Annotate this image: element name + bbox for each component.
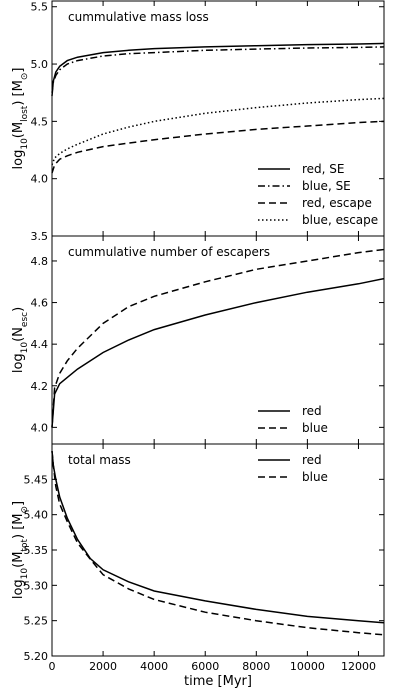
y-axis-label-part: ) [M	[11, 513, 26, 539]
y-axis-label-part: (M	[11, 122, 26, 138]
panel-annotation: cummulative mass loss	[68, 10, 209, 24]
x-tick-label: 8000	[242, 660, 270, 673]
legend-label: red	[302, 453, 322, 467]
y-tick-label: 5.30	[24, 579, 49, 592]
y-axis-label-part: (N	[11, 327, 26, 342]
panel-1: 3.5 4.0 4.5 5.0 5.5 cummulative mass loss log1…	[11, 0, 385, 243]
y-tick-label: 4.5	[31, 115, 49, 128]
x-tick-label: 12000	[341, 660, 376, 673]
y-axis-label-part: tot	[20, 539, 30, 552]
y-axis-label-part: lost	[20, 105, 30, 122]
x-axis-label: time [Myr]	[184, 674, 252, 689]
x-tick-label: 2000	[89, 660, 117, 673]
y-axis-label-part: )	[11, 307, 26, 312]
y-axis-label: log10(Nesc)	[11, 307, 30, 373]
y-axis-label-part: log	[11, 353, 26, 373]
legend-label: red	[302, 404, 322, 418]
legend-label: blue	[302, 421, 328, 435]
y-tick-label: 4.8	[31, 255, 49, 268]
y-axis-label-part: log	[11, 150, 26, 170]
y-axis-label-part: ⊙	[20, 506, 30, 514]
y-axis-label: log10(Mtot) [M⊙]	[11, 501, 30, 599]
x-tick-label: 4000	[140, 660, 168, 673]
y-axis-label-part: 10	[20, 568, 30, 580]
y-tick-label: 4.2	[31, 380, 49, 393]
y-tick-label: 5.0	[31, 58, 49, 71]
y-axis-label: log10(Mlost) [M⊙]	[11, 68, 30, 170]
y-axis-label-part: ⊙	[20, 73, 30, 81]
y-axis-label-part: ]	[11, 501, 26, 506]
series-line-2	[51, 46, 385, 93]
y-tick-label: 5.25	[24, 615, 49, 628]
y-tick-label: 4.6	[31, 297, 49, 310]
series-line-1	[51, 451, 385, 624]
legend-label: blue	[302, 470, 328, 484]
y-axis-label-part: 10	[20, 342, 30, 354]
legend-label: blue, escape	[302, 213, 378, 227]
x-tick-label: 6000	[191, 660, 219, 673]
x-tick-label: 0	[49, 660, 56, 673]
series-line-4	[51, 97, 385, 166]
y-axis-label-part: ) [M	[11, 80, 26, 106]
legend-label: red, SE	[302, 162, 345, 176]
plot-frame	[51, 235, 385, 445]
series-line-3	[51, 120, 385, 174]
y-tick-label: 4.4	[31, 338, 49, 351]
series-line-1	[51, 42, 385, 97]
y-tick-label: 5.20	[24, 650, 49, 663]
y-tick-label: 3.5	[31, 230, 49, 243]
y-axis-label-part: (M	[11, 552, 26, 568]
y-axis-label-part: 10	[20, 138, 30, 150]
y-tick-label: 5.5	[31, 1, 49, 14]
panel-2: 4.0 4.2 4.4 4.6 4.8 cummulative number of esc…	[11, 235, 385, 445]
y-tick-label: 5.35	[24, 544, 49, 557]
panel-annotation: total mass	[68, 453, 131, 467]
y-tick-label: 5.45	[24, 473, 49, 486]
plot-frame	[51, 443, 385, 657]
y-axis-label-part: ]	[11, 68, 26, 73]
y-tick-label: 4.0	[31, 173, 49, 186]
y-tick-label: 5.40	[24, 509, 49, 522]
y-axis-label-part: log	[11, 579, 26, 599]
legend-label: red, escape	[302, 196, 372, 210]
y-axis-label-part: esc	[20, 312, 30, 327]
x-tick-label: 10000	[290, 660, 325, 673]
series-line-1	[51, 277, 385, 428]
series-line-2	[51, 248, 385, 428]
panel-3: 5.20 5.25 5.30 5.35 5.40 5.45 0 2000 4000 6000 800…	[11, 443, 385, 689]
series-line-2	[51, 451, 385, 636]
legend-label: blue, SE	[302, 179, 351, 193]
y-tick-label: 4.0	[31, 421, 49, 434]
panel-annotation: cummulative number of escapers	[68, 245, 270, 259]
